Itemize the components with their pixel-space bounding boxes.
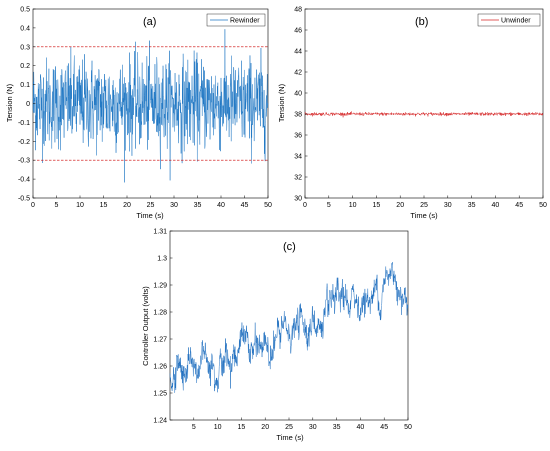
panel-a-ytick-label: -0.2 — [18, 139, 30, 146]
panel-b-xtick-label: 20 — [396, 202, 404, 209]
panel-b-ytick-label: 38 — [294, 112, 302, 119]
panel-c-ytick-label: 1.24 — [153, 418, 167, 425]
panel-b-ytick-label: 46 — [294, 28, 302, 35]
panel-c-series — [169, 262, 409, 393]
panel-a-ytick-label: -0.1 — [18, 120, 30, 127]
panel-b-xtick-label: 50 — [539, 202, 547, 209]
panel-b-xtick-label: 0 — [303, 202, 307, 209]
panel-b-xlabel: Time (s) — [410, 211, 438, 220]
panel-b-ytick-label: 40 — [294, 91, 302, 98]
panel-c-xtick-label: 15 — [238, 424, 246, 431]
panel-b-xtick-label: 35 — [468, 202, 476, 209]
panel-c-xtick-label: 10 — [214, 424, 222, 431]
panel-c-xtick-label: 5 — [192, 424, 196, 431]
panel-a-xtick-label: 50 — [264, 202, 272, 209]
panel-b-xtick-label: 10 — [349, 202, 357, 209]
panel-b-legend: Unwinder — [477, 13, 541, 27]
panel-a-series-line — [32, 29, 269, 183]
panel-b-xtick-label: 45 — [515, 202, 523, 209]
panel-a-ytick-label: -0.4 — [18, 177, 30, 184]
panel-c-ytick-label: 1.25 — [153, 391, 167, 398]
panel-b-xtick-label: 40 — [492, 202, 500, 209]
panel-c-xtick-label: 50 — [404, 424, 412, 431]
panel-a-ytick-label: 0.2 — [20, 63, 30, 70]
panel-c-ticks: 5 10 15 20 25 30 35 40 45 50 1.24 1.25 1.26 1.27 1.28 1… — [153, 229, 412, 432]
panel-b-xtick-label: 5 — [327, 202, 331, 209]
panel-a-xtick-label: 25 — [147, 202, 155, 209]
panel-a-xtick-label: 35 — [194, 202, 202, 209]
panel-a-legend: Rewinder — [206, 13, 266, 27]
panel-a-reference-lines — [33, 46, 268, 161]
panel-a-ytick-label: 0.5 — [20, 7, 30, 14]
panel-b-label: (b) — [415, 16, 428, 28]
panel-b-xtick-label: 25 — [420, 202, 428, 209]
panel-a-ytick-label: 0.3 — [20, 44, 30, 51]
panel-a-xtick-label: 30 — [170, 202, 178, 209]
panel-c-xtick-label: 35 — [333, 424, 341, 431]
panel-c-xtick-label: 45 — [380, 424, 388, 431]
panel-b-ytick-label: 44 — [294, 49, 302, 56]
panel-c-xtick-label: 40 — [357, 424, 365, 431]
panel-a-xtick-label: 10 — [76, 202, 84, 209]
panel-b-legend-label: Unwinder — [501, 18, 531, 25]
panel-c-ytick-label: 1.3 — [157, 256, 167, 263]
panel-a-xtick-label: 0 — [31, 202, 35, 209]
panel-b-legend-box — [477, 13, 541, 27]
panel-c-ytick-label: 1.27 — [153, 337, 167, 344]
panel-c-ytick-label: 1.31 — [153, 229, 167, 236]
panel-c-xlabel: Time (s) — [276, 433, 304, 442]
panel-b-ytick-label: 42 — [294, 70, 302, 77]
panel-b-xtick-label: 15 — [373, 202, 381, 209]
panel-b-ytick-label: 36 — [294, 133, 302, 140]
panel-c: 5 10 15 20 25 30 35 40 45 50 1.24 1.25 1.26 1.27 1.28 1… — [141, 229, 412, 443]
panel-a-ytick-label: -0.3 — [18, 158, 30, 165]
panel-c-label: (c) — [283, 241, 296, 253]
panel-c-xtick-label: 30 — [309, 424, 317, 431]
panel-c-series-line — [169, 262, 409, 393]
panel-c-xtick-label: 25 — [285, 424, 293, 431]
panel-c-ytick-label: 1.26 — [153, 364, 167, 371]
panel-b: 0 5 10 15 20 25 30 35 40 45 50 30 32 34 36 38 40 42 44 46 48… — [277, 7, 547, 221]
panel-c-ytick-label: 1.28 — [153, 310, 167, 317]
panel-b-xtick-label: 30 — [444, 202, 452, 209]
panel-a-legend-label: Rewinder — [230, 18, 260, 25]
panel-a: 0 5 10 15 20 25 30 35 40 45 50 -0.5 -0.4 -0.3 -0.2 -0.1… — [5, 7, 272, 221]
panel-a-xtick-label: 15 — [100, 202, 108, 209]
panel-a-xlabel: Time (s) — [136, 211, 164, 220]
panel-b-series — [304, 111, 544, 118]
panel-a-series — [32, 29, 269, 183]
panel-b-ylabel: Tension (N) — [277, 83, 286, 122]
panel-a-legend-box — [206, 13, 266, 27]
panel-a-ytick-label: 0 — [26, 101, 30, 108]
panel-b-plot-area — [304, 8, 544, 199]
panel-a-ticks: 0 5 10 15 20 25 30 35 40 45 50 -0.5 -0.4 -0.3 -0.2 -0.1… — [18, 7, 272, 210]
panel-a-ytick-label: 0.4 — [20, 25, 30, 32]
panel-b-ytick-label: 34 — [294, 154, 302, 161]
panel-b-ytick-label: 32 — [294, 175, 302, 182]
panel-a-xtick-label: 45 — [241, 202, 249, 209]
panel-b-ticks: 0 5 10 15 20 25 30 35 40 45 50 30 32 34 36 38 40 42 44 46 48 — [294, 7, 547, 210]
panel-c-xtick-label: 20 — [261, 424, 269, 431]
panel-a-label: (a) — [143, 16, 156, 28]
panel-a-xtick-label: 40 — [217, 202, 225, 209]
panel-c-ytick-label: 1.29 — [153, 283, 167, 290]
panel-a-ytick-label: -0.5 — [18, 196, 30, 203]
panel-a-ytick-label: 0.1 — [20, 82, 30, 89]
panel-b-ytick-label: 48 — [294, 7, 302, 14]
panel-c-ylabel: Controller Output (volts) — [141, 286, 150, 366]
panel-a-xtick-label: 20 — [123, 202, 131, 209]
panel-a-ylabel: Tension (N) — [5, 83, 14, 122]
panel-b-series-line — [304, 111, 544, 118]
panel-a-xtick-label: 5 — [55, 202, 59, 209]
panel-b-ytick-label: 30 — [294, 196, 302, 203]
